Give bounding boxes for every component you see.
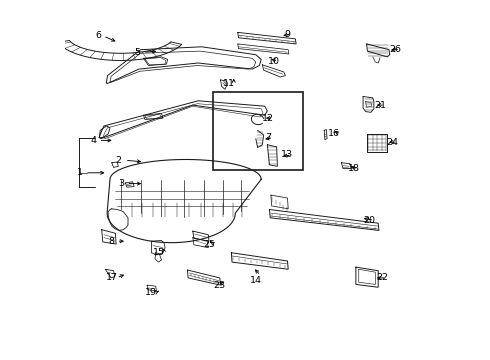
Text: 18: 18 (348, 164, 360, 173)
Text: 20: 20 (363, 216, 375, 225)
Text: 22: 22 (376, 274, 388, 282)
Text: 24: 24 (387, 138, 398, 147)
Text: 6: 6 (95, 31, 101, 40)
Text: 12: 12 (263, 113, 274, 122)
Text: 19: 19 (146, 288, 157, 297)
Text: 10: 10 (268, 57, 280, 66)
Text: 23: 23 (214, 281, 226, 289)
Text: 1: 1 (77, 168, 83, 177)
Text: 3: 3 (118, 179, 124, 188)
Text: 11: 11 (223, 79, 235, 88)
Text: 13: 13 (281, 150, 294, 159)
Text: 14: 14 (250, 276, 262, 284)
Text: 26: 26 (390, 45, 401, 54)
Text: 15: 15 (153, 248, 165, 257)
Text: 9: 9 (285, 30, 291, 39)
Text: 21: 21 (374, 100, 386, 109)
Text: 25: 25 (203, 240, 215, 248)
Text: 16: 16 (328, 129, 340, 138)
Text: 2: 2 (115, 156, 122, 165)
Text: 17: 17 (106, 274, 118, 282)
Text: 4: 4 (91, 136, 97, 145)
Text: 8: 8 (109, 237, 115, 246)
Text: 7: 7 (266, 133, 271, 142)
Bar (213, 92, 303, 170)
Text: 5: 5 (134, 48, 140, 57)
